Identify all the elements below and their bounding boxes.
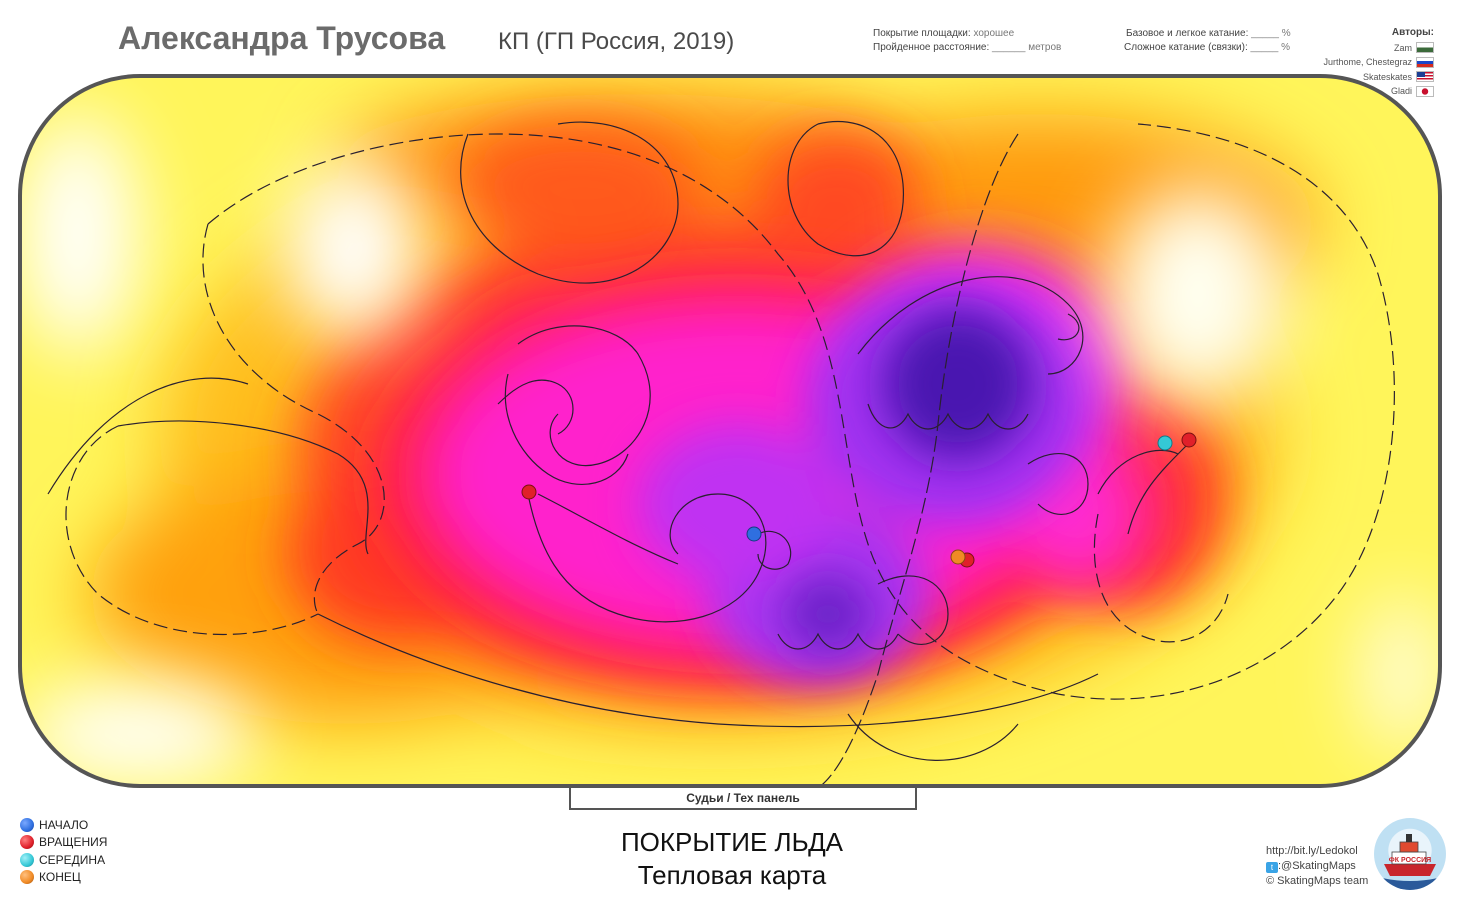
flag-icon [1416,42,1434,54]
heat-indigo-layer [783,309,1033,654]
legend-item-spins: ВРАЩЕНИЯ [20,834,107,852]
authors-header: Авторы: [1391,27,1434,38]
skater-name: Александра Трусова [118,20,446,56]
basic-label: Базовое и легкое катание: [1126,28,1249,39]
basic-skating-stat: Базовое и легкое катание: _____ % [1126,28,1291,39]
ru-flag-icon [1416,56,1434,68]
blue-dot-icon [20,817,34,832]
author-row: Skateskates [1323,70,1434,85]
caption: ПОКРЫТИЕ ЛЬДА Тепловая карта [560,826,904,892]
twitter-handle: :@SkatingMaps [1278,860,1356,872]
author-row: Gladi [1323,84,1434,99]
cyan-dot-icon [20,852,34,867]
distance-stat: Пройденное расстояние: ______ метров [873,42,1061,53]
complex-skating-stat: Сложное катание (связки): _____ % [1124,42,1290,53]
heat-white-spots [20,114,1440,784]
spin-marker [1181,432,1197,448]
legend: НАЧАЛО ВРАЩЕНИЯ СЕРЕДИНА КОНЕЦ [20,816,107,886]
legend-item-start: НАЧАЛО [20,816,107,834]
ship-icon: ФК РОССИЯ [1382,834,1438,890]
distance-label: Пройденное расстояние: [873,42,990,53]
icebreaker-logo: ФК РОССИЯ [1374,818,1446,890]
rink-heatmap [18,74,1442,788]
author-row: Jurthome, Chestegraz [1323,55,1434,70]
rink-border [18,74,1442,788]
author-name: Skateskates [1362,71,1412,82]
author-name: Zam [1394,42,1412,53]
legend-label: НАЧАЛО [39,817,89,832]
start-marker [746,526,762,542]
coverage-value: хорошее [973,28,1015,39]
end-marker [950,549,966,565]
basic-value: _____ % [1251,28,1291,39]
distance-value: ______ метров [992,42,1062,53]
author-name: Jurthome, Chestegraz [1323,57,1412,67]
red-dot-icon [20,835,34,850]
authors-block: Авторы: Zam Jurthome, Chestegraz Skatesk… [1323,26,1434,99]
legend-label: ВРАЩЕНИЯ [39,835,108,850]
legend-label: КОНЕЦ [39,870,81,885]
legend-item-middle: СЕРЕДИНА [20,851,107,869]
legend-label: СЕРЕДИНА [39,852,106,867]
spin-marker [521,484,537,500]
credits-team: © SkatingMaps team [1266,875,1369,887]
skating-trace [47,120,1395,786]
credits: http://bit.ly/Ledokol t:@SkatingMaps © S… [1266,844,1368,889]
twitter-icon: t [1266,862,1278,873]
complex-value: _____ % [1250,42,1291,53]
credits-twitter: t:@SkatingMaps [1266,859,1368,874]
coverage-label: Покрытие площадки: [873,28,971,39]
ice-rink [18,74,1442,788]
author-name: Gladi [1390,86,1412,96]
coverage-stat: Покрытие площадки: хорошее [873,28,1014,39]
credits-link[interactable]: http://bit.ly/Ledokol [1266,845,1358,857]
legend-item-end: КОНЕЦ [20,869,107,887]
orange-dot-icon [20,870,34,885]
middle-marker [1157,435,1173,451]
element-markers [521,432,1197,568]
us-flag-icon [1416,71,1434,83]
caption-title: ПОКРЫТИЕ ЛЬДА [620,827,844,857]
caption-subtitle: Тепловая карта [637,860,827,890]
judges-panel: Судьи / Тех панель [569,788,917,810]
program-title: КП (ГП Россия, 2019) [498,28,735,55]
author-row: Zam [1323,41,1434,56]
complex-label: Сложное катание (связки): [1124,42,1248,53]
jp-flag-icon [1416,85,1434,97]
logo-text: ФК РОССИЯ [1389,857,1431,864]
